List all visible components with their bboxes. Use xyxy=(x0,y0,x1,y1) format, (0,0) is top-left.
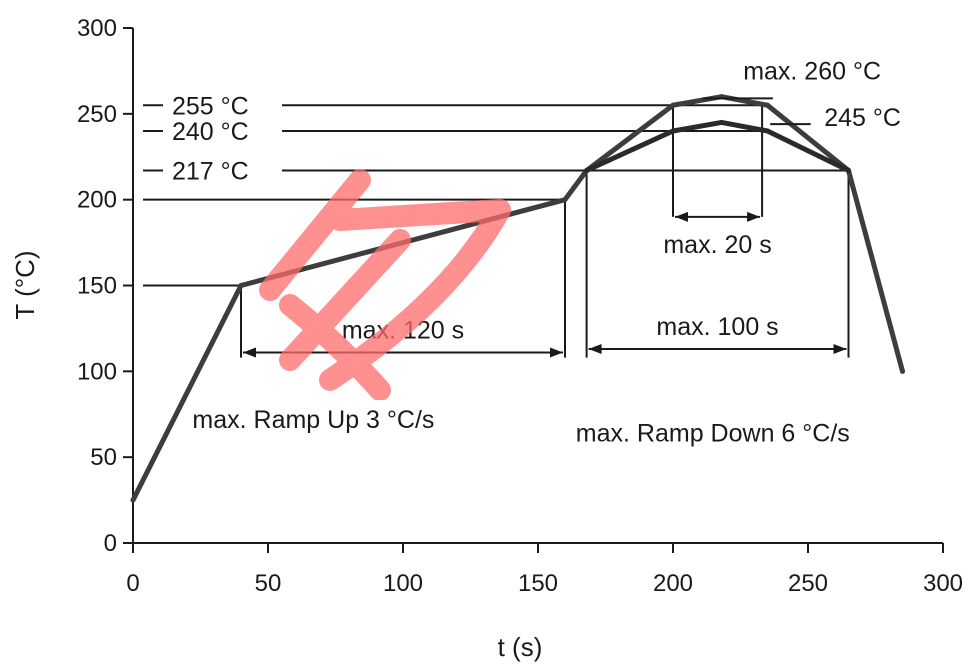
dimension-arrowhead-right xyxy=(747,211,761,222)
y-tick-label: 50 xyxy=(90,444,117,471)
profile-point xyxy=(765,102,770,108)
profile-point xyxy=(130,497,136,503)
profile-point xyxy=(846,167,851,173)
axes: 0 50 100 150 200 250 300 0 50 100 150 200 250 300 xyxy=(77,15,963,597)
reference-line-label: 255 °C xyxy=(172,92,249,120)
dimension-label: max. 20 s xyxy=(663,231,771,259)
profile-point xyxy=(765,128,770,134)
profile-point xyxy=(584,167,590,173)
dimension-label: max. 100 s xyxy=(656,313,778,341)
x-tick-label: 250 xyxy=(788,570,828,597)
profile-point xyxy=(670,128,676,134)
y-tick-label: 250 xyxy=(77,101,117,128)
y-tick-label: 200 xyxy=(77,187,117,214)
y-tick-label: 150 xyxy=(77,273,117,300)
dimension-arrowhead-left xyxy=(588,344,602,355)
annotations: max. 260 °C 245 °C max. Ramp Up 3 °C/s max.… xyxy=(192,58,901,448)
profile-point xyxy=(719,119,725,125)
vertical-markers xyxy=(240,105,850,358)
profile-point xyxy=(562,197,568,203)
dimension-label: max. 120 s xyxy=(342,316,464,344)
annotation-text: max. 260 °C xyxy=(743,58,881,86)
dimension-arrowhead-left xyxy=(675,211,688,222)
y-axis-title: T (°C) xyxy=(10,250,40,319)
reference-line-label: 217 °C xyxy=(172,157,249,185)
dimension-arrowhead-left xyxy=(243,347,256,358)
reference-line-label: 240 °C xyxy=(172,118,249,146)
x-axis-title: t (s) xyxy=(498,632,543,662)
x-tick-label: 300 xyxy=(923,570,963,597)
y-tick-label: 300 xyxy=(77,15,117,42)
annotation-text: max. Ramp Down 6 °C/s xyxy=(576,420,850,448)
dimension-arrowhead-right xyxy=(833,344,847,355)
annotation-text: 245 °C xyxy=(824,104,901,132)
profile-curve-2 xyxy=(584,119,851,173)
dimension-arrowhead-right xyxy=(550,347,563,358)
profile-point xyxy=(238,283,244,288)
x-tick-label: 200 xyxy=(653,570,693,597)
x-tick-label: 150 xyxy=(518,570,558,597)
x-tick-label: 0 xyxy=(126,570,139,597)
x-tick-label: 100 xyxy=(383,570,423,597)
y-tick-label: 0 xyxy=(104,530,117,557)
profile-point xyxy=(670,102,676,108)
y-tick-label: 100 xyxy=(77,358,117,385)
x-tick-label: 50 xyxy=(255,570,282,597)
profile-point xyxy=(900,368,905,374)
dimension-arrows: max. 120 s max. 100 s max. 20 s xyxy=(243,211,847,358)
annotation-text: max. Ramp Up 3 °C/s xyxy=(192,406,434,434)
